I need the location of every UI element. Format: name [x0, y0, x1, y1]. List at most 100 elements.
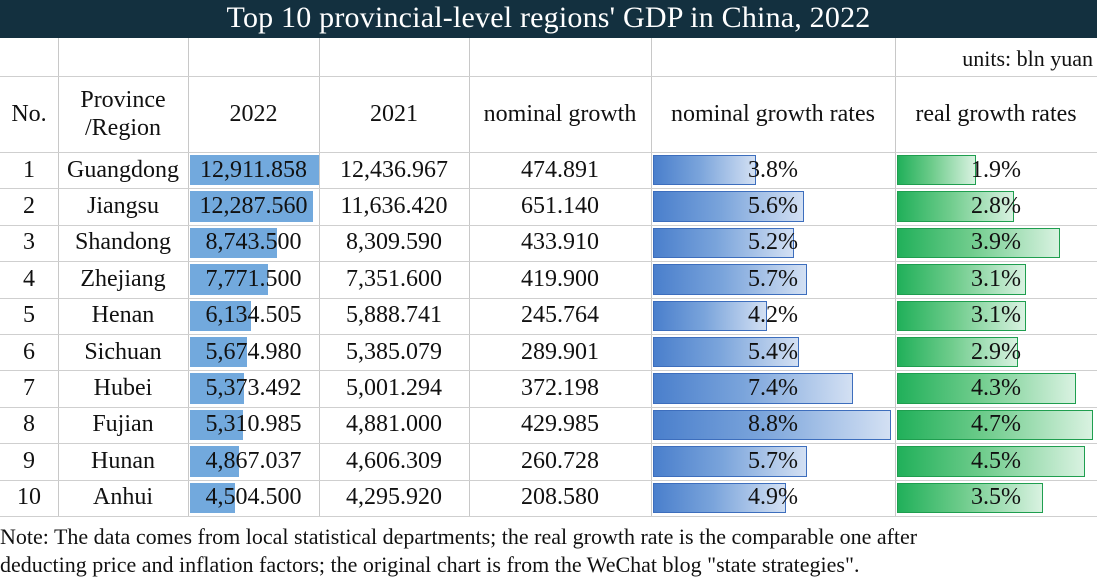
- cell-real-growth-rate-bar: [897, 155, 976, 186]
- cell-gdp-2022: 4,867.037: [205, 447, 302, 474]
- row-divider: [0, 261, 1097, 263]
- cell-gdp-2022: 4,504.500: [205, 484, 302, 511]
- cell-nominal-growth-rate-bar: [653, 191, 804, 222]
- cell-nominal-growth-rate: 5.2%: [748, 229, 798, 256]
- column-divider: [469, 38, 470, 516]
- row-divider: [0, 370, 1097, 372]
- cell-no: 1: [23, 156, 35, 183]
- cell-gdp-2021: 5,385.079: [346, 338, 442, 365]
- cell-no: 8: [23, 411, 35, 438]
- cell-gdp-2021: 4,295.920: [346, 484, 442, 511]
- cell-nominal-growth: 245.764: [521, 302, 599, 329]
- column-divider: [319, 38, 320, 516]
- header-real-growth-rates: real growth rates: [915, 101, 1077, 127]
- cell-real-growth-rate-bar: [897, 337, 1018, 368]
- cell-nominal-growth-rate: 5.7%: [748, 447, 798, 474]
- cell-gdp-2022: 12,287.560: [199, 193, 308, 220]
- cell-nominal-growth-rate-bar: [653, 409, 891, 441]
- row-divider: [0, 479, 1097, 481]
- cell-nominal-growth-rate: 5.4%: [748, 338, 798, 365]
- row-divider: [0, 406, 1097, 408]
- row-divider: [0, 76, 1097, 77]
- footnote-line-1: Note: The data comes from local statisti…: [0, 524, 918, 549]
- cell-gdp-2022-bar: [190, 191, 313, 222]
- footnote: Note: The data comes from local statisti…: [0, 523, 1097, 579]
- row-divider: [0, 516, 1097, 517]
- cell-province: Shandong: [75, 229, 171, 256]
- row-divider: [0, 297, 1097, 299]
- cell-nominal-growth-rate-bar: [653, 264, 807, 295]
- cell-gdp-2022: 12,911.858: [199, 156, 308, 183]
- cell-nominal-growth-rate: 8.8%: [748, 411, 798, 438]
- cell-no: 9: [23, 447, 35, 474]
- cell-nominal-growth-rate-bar: [653, 337, 799, 368]
- cell-real-growth-rate: 4.7%: [971, 411, 1021, 438]
- cell-nominal-growth: 651.140: [521, 193, 599, 220]
- cell-province: Hunan: [91, 447, 155, 474]
- cell-gdp-2022-bar: [190, 482, 235, 513]
- cell-real-growth-rate-bar: [897, 409, 1093, 441]
- cell-gdp-2021: 7,351.600: [346, 265, 442, 292]
- cell-province: Anhui: [93, 484, 153, 511]
- cell-province: Jiangsu: [87, 193, 159, 220]
- cell-gdp-2021: 5,001.294: [346, 375, 442, 402]
- cell-nominal-growth-rate: 5.7%: [748, 265, 798, 292]
- cell-no: 3: [23, 229, 35, 256]
- cell-nominal-growth: 260.728: [521, 447, 599, 474]
- cell-gdp-2022: 6,134.505: [205, 302, 302, 329]
- cell-nominal-growth: 208.580: [521, 484, 599, 511]
- footnote-line-2: deducting price and inflation factors; t…: [0, 552, 860, 577]
- cell-gdp-2021: 5,888.741: [346, 302, 442, 329]
- cell-gdp-2022: 8,743.500: [205, 229, 302, 256]
- header-2021: 2021: [370, 101, 418, 127]
- cell-gdp-2022-bar: [190, 373, 244, 404]
- cell-nominal-growth-rate: 4.9%: [748, 484, 798, 511]
- cell-gdp-2022-bar: [190, 227, 277, 259]
- cell-real-growth-rate-bar: [897, 227, 1060, 259]
- cell-province: Guangdong: [67, 156, 179, 183]
- cell-real-growth-rate-bar: [897, 482, 1043, 513]
- cell-nominal-growth: 433.910: [521, 229, 599, 256]
- row-divider: [0, 334, 1097, 335]
- cell-gdp-2021: 12,436.967: [340, 156, 448, 183]
- cell-real-growth-rate: 4.5%: [971, 447, 1021, 474]
- cell-nominal-growth: 372.198: [521, 375, 599, 402]
- cell-real-growth-rate: 3.1%: [971, 302, 1021, 329]
- column-divider: [895, 38, 896, 516]
- row-divider: [0, 443, 1097, 445]
- cell-gdp-2022: 7,771.500: [205, 265, 302, 292]
- cell-no: 5: [23, 302, 35, 329]
- header-2022: 2022: [229, 101, 278, 127]
- cell-real-growth-rate: 2.8%: [971, 193, 1021, 220]
- cell-nominal-growth-rate-bar: [653, 482, 786, 513]
- cell-real-growth-rate-bar: [897, 191, 1014, 222]
- cell-no: 2: [23, 193, 35, 220]
- cell-no: 10: [17, 484, 41, 511]
- row-divider: [0, 152, 1097, 153]
- chart-title: Top 10 provincial-level regions' GDP in …: [0, 0, 1097, 38]
- cell-gdp-2022-bar: [190, 155, 319, 186]
- header-no: No.: [11, 101, 47, 127]
- cell-nominal-growth-rate: 5.6%: [748, 193, 798, 220]
- cell-gdp-2022: 5,373.492: [205, 375, 302, 402]
- cell-real-growth-rate-bar: [897, 300, 1026, 331]
- cell-nominal-growth-rate-bar: [653, 300, 767, 331]
- column-divider: [651, 38, 652, 516]
- cell-gdp-2021: 11,636.420: [340, 193, 448, 220]
- header-province-line1: Province: [80, 87, 166, 113]
- cell-province: Hubei: [93, 375, 153, 402]
- cell-nominal-growth-rate-bar: [653, 373, 853, 404]
- cell-no: 4: [23, 265, 35, 292]
- cell-nominal-growth-rate: 3.8%: [748, 156, 798, 183]
- cell-nominal-growth: 474.891: [521, 156, 599, 183]
- cell-nominal-growth: 419.900: [521, 265, 599, 292]
- cell-gdp-2022-bar: [190, 446, 239, 477]
- header-nominal-growth-rates: nominal growth rates: [671, 101, 875, 127]
- column-divider: [58, 38, 59, 516]
- cell-gdp-2022: 5,674.980: [205, 338, 302, 365]
- header-nominal-growth: nominal growth: [483, 101, 637, 127]
- cell-gdp-2022-bar: [190, 264, 268, 295]
- cell-nominal-growth-rate-bar: [653, 446, 807, 477]
- cell-real-growth-rate: 3.9%: [971, 229, 1021, 256]
- cell-nominal-growth: 429.985: [521, 411, 599, 438]
